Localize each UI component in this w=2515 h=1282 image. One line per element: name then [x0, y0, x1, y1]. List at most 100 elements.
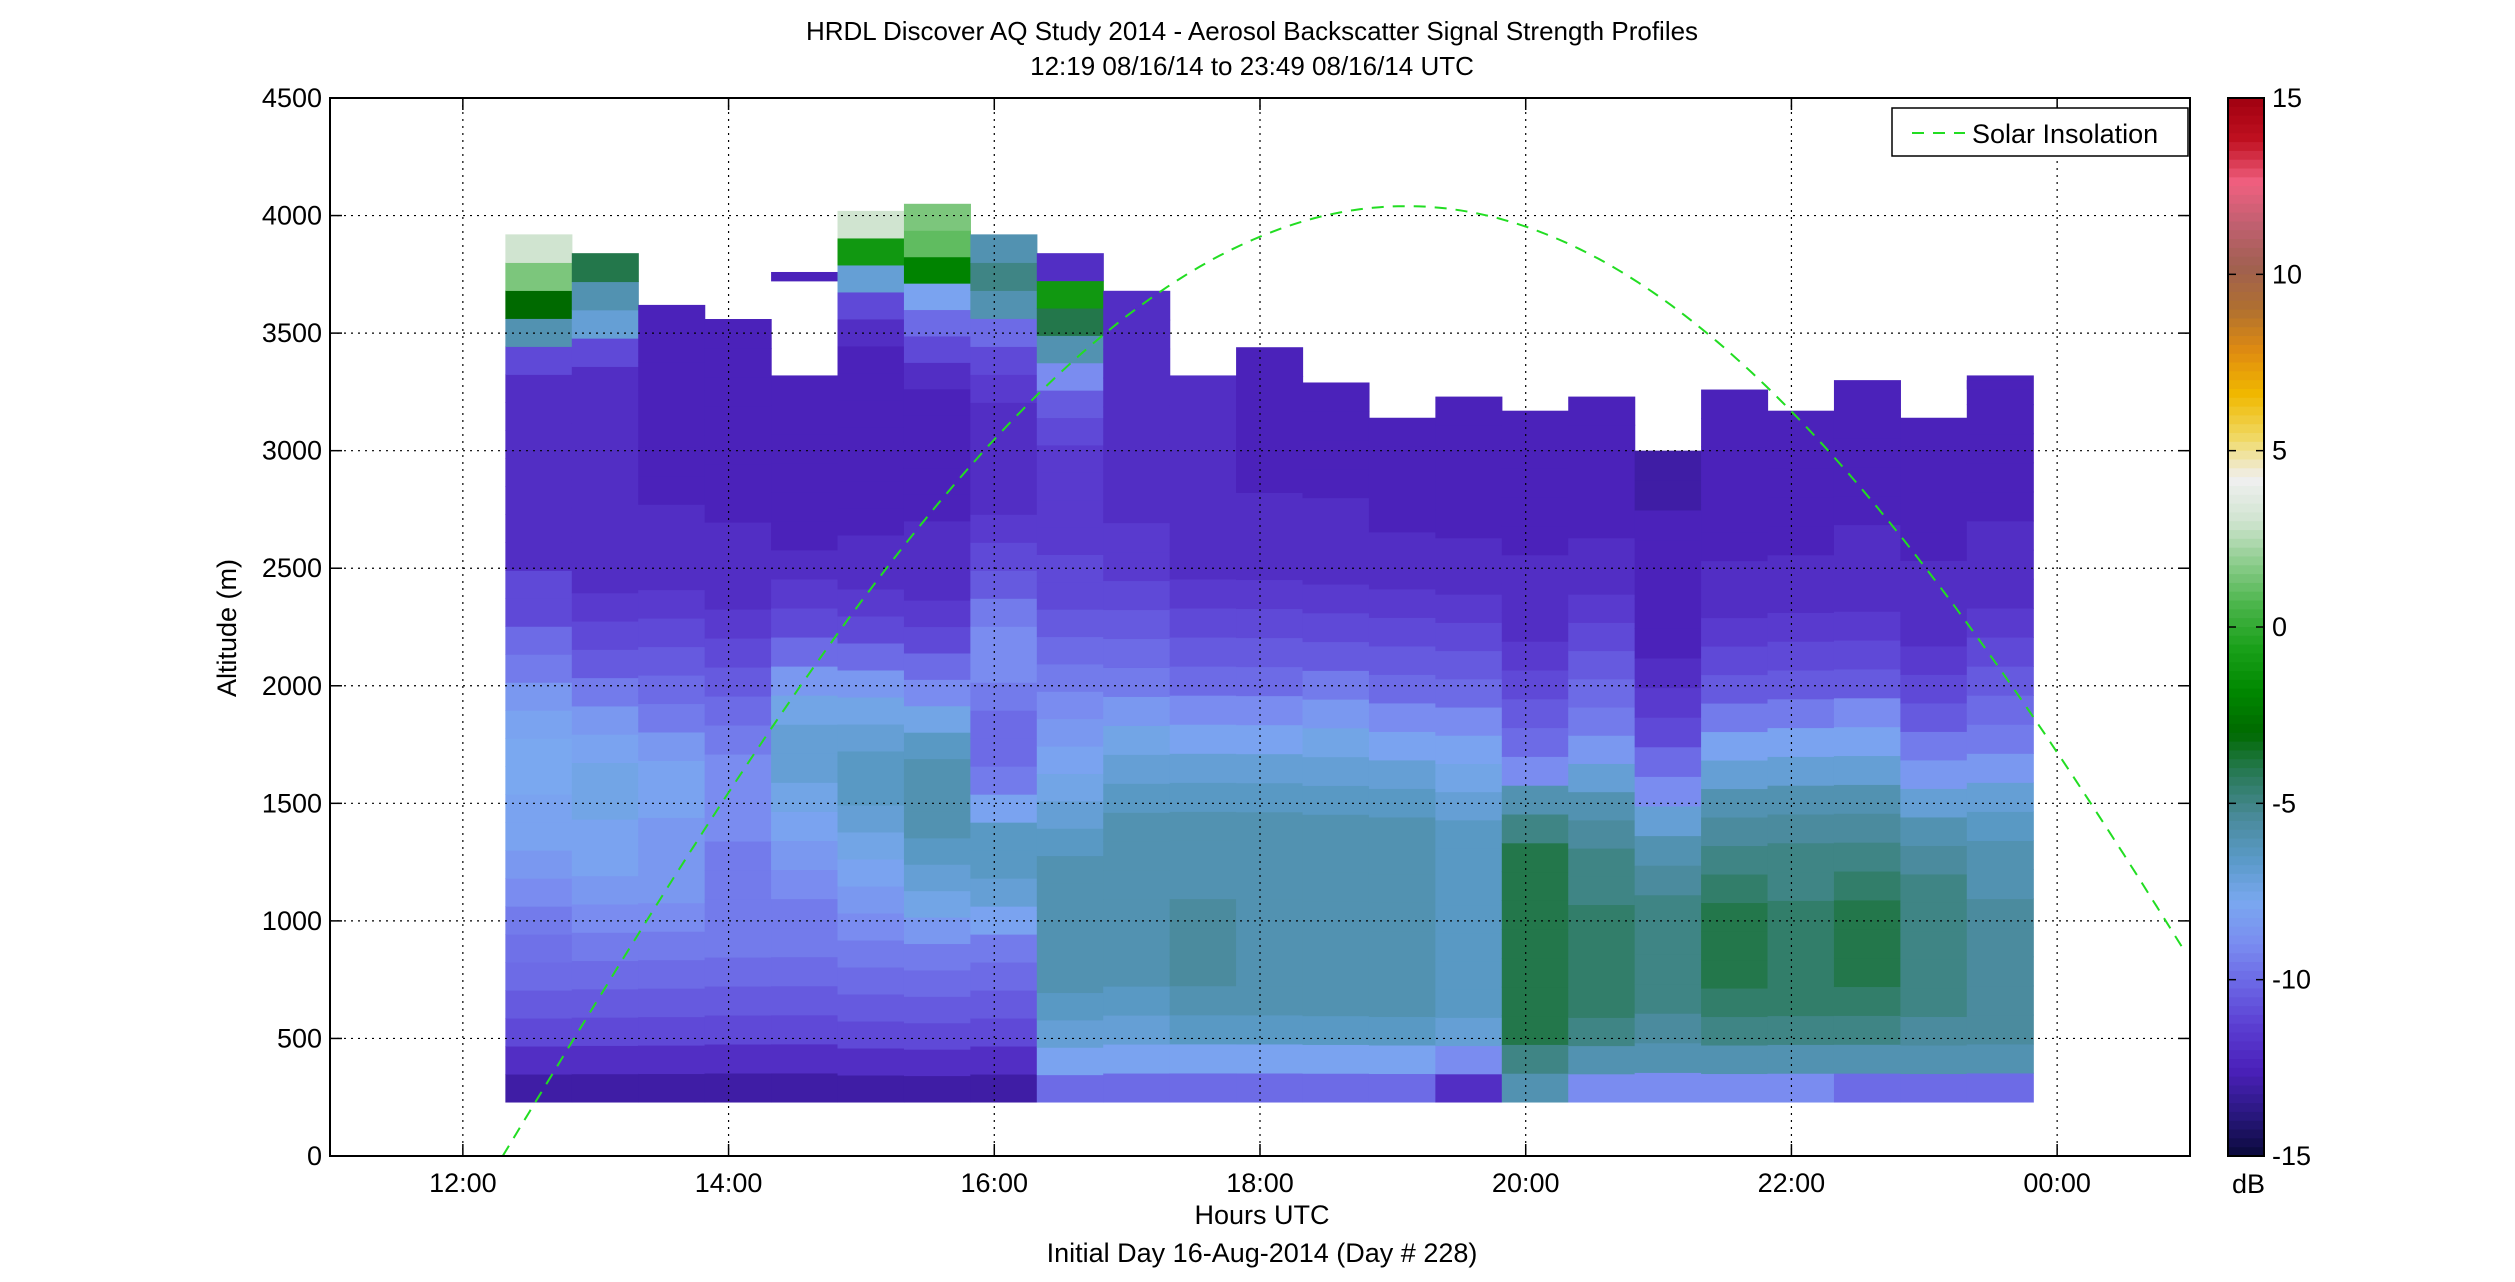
- heatmap-cell: [1036, 526, 1104, 555]
- heatmap-cell: [903, 230, 971, 258]
- heatmap-cell: [903, 335, 971, 363]
- heatmap-cell: [1833, 437, 1901, 468]
- heatmap-cell: [837, 561, 905, 590]
- heatmap-cell: [1966, 636, 2034, 667]
- heatmap-cell: [704, 1043, 772, 1074]
- heatmap-cell: [1169, 375, 1237, 406]
- heatmap-cell: [571, 366, 639, 396]
- heatmap-cell: [571, 592, 639, 622]
- heatmap-cell: [1435, 650, 1503, 680]
- colorbar-band: [2228, 820, 2264, 831]
- colorbar-band: [2228, 159, 2264, 170]
- heatmap-cell: [1568, 565, 1636, 595]
- heatmap-cell: [1900, 816, 1968, 846]
- heatmap-cell: [638, 1073, 706, 1103]
- heatmap-cell: [1833, 1015, 1901, 1045]
- heatmap-cell: [1169, 753, 1237, 783]
- heatmap-cell: [1634, 865, 1702, 896]
- colorbar-tick-label: 0: [2272, 612, 2287, 642]
- heatmap-cell: [704, 348, 772, 378]
- heatmap-cell: [1701, 503, 1769, 533]
- heatmap-cell: [1833, 986, 1901, 1016]
- heatmap-cell: [1833, 611, 1901, 641]
- colorbar: 15 10 5 0 -5 -10 -15 dB: [2227, 83, 2311, 1199]
- heatmap-layer: [505, 203, 2034, 1103]
- heatmap-cell: [1036, 1047, 1104, 1076]
- heatmap-cell: [903, 837, 971, 865]
- heatmap-cell: [970, 514, 1038, 543]
- colorbar-band: [2228, 1129, 2264, 1139]
- colorbar-band: [2228, 785, 2264, 796]
- heatmap-cell: [1568, 1017, 1636, 1047]
- heatmap-cell: [704, 492, 772, 523]
- heatmap-cell: [1368, 1044, 1436, 1075]
- y-axis-label: Altitude (m): [212, 559, 242, 697]
- heatmap-cell: [1236, 347, 1304, 377]
- colorbar-band: [2228, 1059, 2264, 1069]
- heatmap-cell: [1103, 725, 1171, 755]
- colorbar-band: [2228, 618, 2264, 628]
- heatmap-cell: [903, 1022, 971, 1050]
- y-tick-label: 1500: [262, 788, 322, 818]
- heatmap-cell: [970, 738, 1038, 767]
- heatmap-cell: [1368, 873, 1436, 903]
- heatmap-cell: [638, 760, 706, 790]
- colorbar-band: [2228, 723, 2264, 734]
- heatmap-cell: [505, 961, 573, 991]
- heatmap-cell: [1036, 1074, 1104, 1103]
- colorbar-band: [2228, 441, 2264, 452]
- heatmap-cell: [1036, 663, 1104, 692]
- heatmap-cell: [1634, 835, 1702, 866]
- heatmap-cell: [1568, 735, 1636, 764]
- heatmap-cell: [1501, 756, 1569, 786]
- colorbar-band: [2228, 1032, 2264, 1042]
- heatmap-cell: [571, 281, 639, 311]
- heatmap-cell: [1103, 1072, 1171, 1103]
- heatmap-cell: [1501, 1015, 1569, 1045]
- heatmap-cell: [1767, 842, 1835, 873]
- heatmap-cell: [1368, 560, 1436, 590]
- colorbar-band: [2228, 732, 2264, 743]
- heatmap-cell: [1701, 759, 1769, 790]
- heatmap-cell: [1236, 666, 1304, 697]
- heatmap-cell: [1368, 588, 1436, 618]
- heatmap-cell: [1767, 468, 1835, 498]
- heatmap-cell: [638, 1044, 706, 1075]
- colorbar-band: [2228, 186, 2264, 196]
- colorbar-band: [2228, 265, 2264, 275]
- heatmap-cell: [1236, 724, 1304, 755]
- heatmap-cell: [771, 520, 839, 551]
- heatmap-cell: [771, 462, 839, 493]
- heatmap-cell: [1900, 987, 1968, 1018]
- heatmap-cell: [1701, 418, 1769, 448]
- heatmap-cell: [1236, 608, 1304, 639]
- heatmap-cell: [505, 514, 573, 543]
- heatmap-cell: [704, 1014, 772, 1045]
- heatmap-cell: [1833, 409, 1901, 439]
- heatmap-cell: [1767, 929, 1835, 959]
- heatmap-cell: [638, 931, 706, 961]
- heatmap-cell: [704, 463, 772, 494]
- colorbar-band: [2228, 600, 2264, 610]
- heatmap-cell: [1501, 641, 1569, 671]
- colorbar-band: [2228, 318, 2264, 328]
- heatmap-cell: [1833, 928, 1901, 959]
- heatmap-cell: [1568, 989, 1636, 1018]
- heatmap-cell: [1036, 773, 1104, 802]
- y-tick-label: 4000: [262, 201, 322, 231]
- heatmap-cell: [1169, 695, 1237, 725]
- heatmap-cell: [1900, 873, 1968, 903]
- heatmap-cell: [1036, 745, 1104, 774]
- heatmap-cell: [1435, 565, 1503, 595]
- heatmap-cell: [1435, 622, 1503, 652]
- heatmap-cell: [1701, 816, 1769, 847]
- heatmap-cell: [1169, 927, 1237, 958]
- heatmap-cell: [1966, 578, 2034, 609]
- heatmap-cell: [1568, 424, 1636, 454]
- heatmap-cell: [1435, 481, 1503, 511]
- heatmap-cell: [1169, 724, 1237, 754]
- heatmap-cell: [1103, 348, 1171, 379]
- heatmap-cell: [638, 817, 706, 847]
- colorbar-band: [2228, 1111, 2264, 1122]
- colorbar-band: [2228, 1138, 2264, 1148]
